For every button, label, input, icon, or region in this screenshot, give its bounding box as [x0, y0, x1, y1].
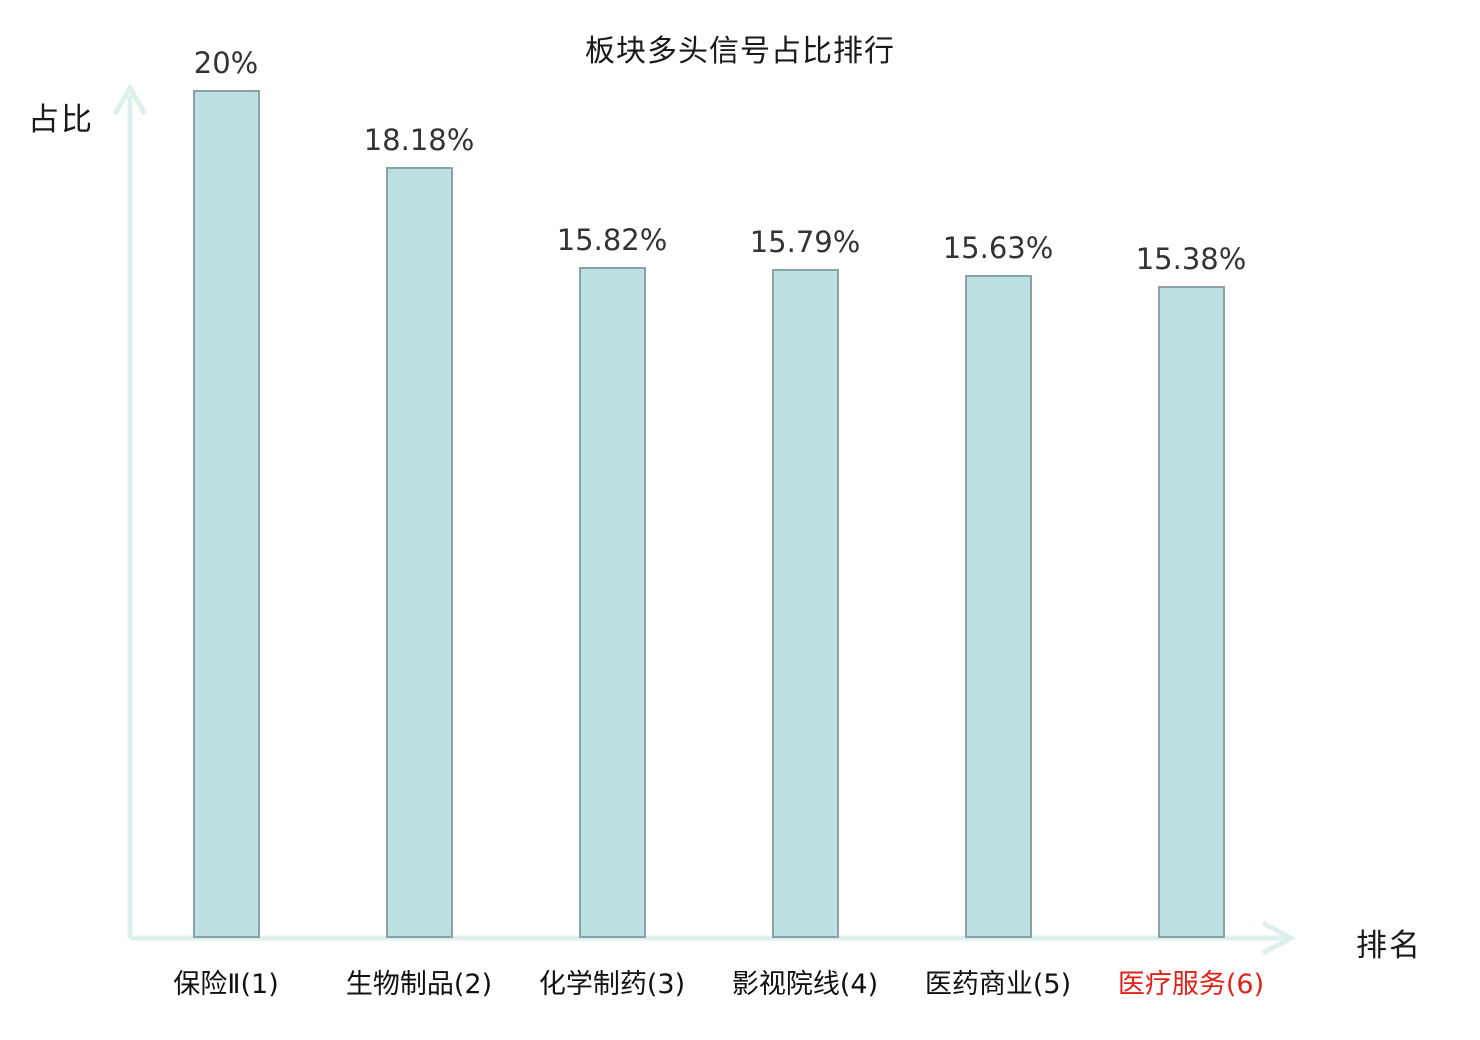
- bar-value-label: 15.79%: [749, 224, 861, 259]
- bar: [385, 167, 453, 938]
- category-label: 影视院线(4): [731, 969, 879, 1000]
- bar-value-label: 15.38%: [1135, 241, 1247, 276]
- category-label: 医疗服务(6): [1117, 969, 1265, 1000]
- category-label: 生物制品(2): [345, 969, 493, 1000]
- x-axis-arrow-icon: [1261, 920, 1297, 956]
- y-axis-arrow-icon: [112, 82, 148, 116]
- bar-value-label: 18.18%: [363, 123, 475, 158]
- y-axis-label: 占比: [28, 102, 94, 138]
- bar-value-label: 15.63%: [942, 231, 1054, 266]
- bar-value-label: 20%: [193, 46, 259, 80]
- bar-value-label: 15.82%: [556, 223, 668, 258]
- category-label: 化学制药(3): [538, 969, 686, 1000]
- category-label: 医药商业(5): [924, 969, 1072, 1000]
- category-label: 保险Ⅱ(1): [173, 969, 279, 1000]
- bar: [1157, 285, 1225, 938]
- bar: [771, 268, 839, 938]
- chart-title: 板块多头信号占比排行: [585, 34, 895, 69]
- x-axis-label: 排名: [1356, 928, 1422, 964]
- bar: [964, 275, 1032, 938]
- bar: [192, 90, 260, 938]
- bar: [578, 267, 646, 938]
